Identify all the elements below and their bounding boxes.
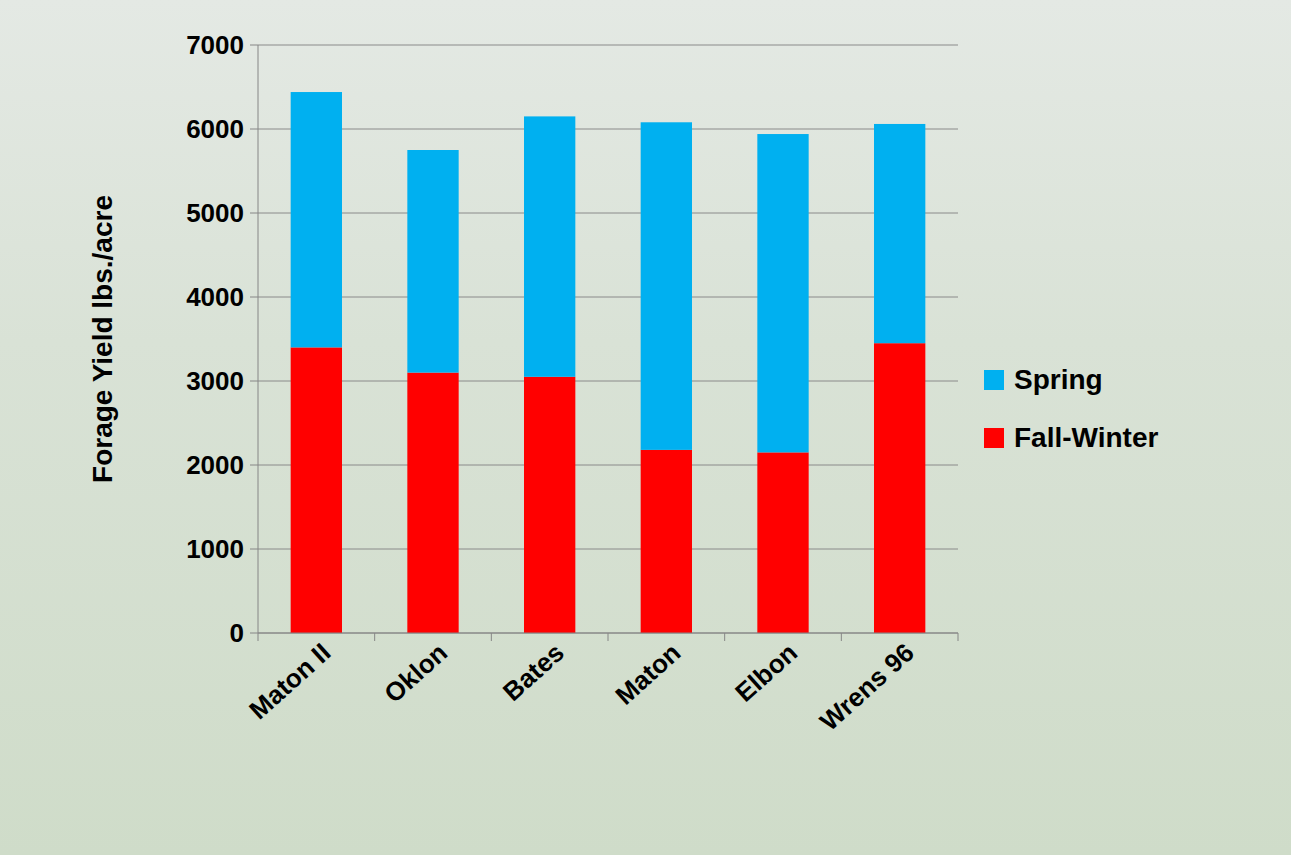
grid-line [258, 549, 958, 550]
y-axis-title: Forage Yield lbs./acre [87, 195, 118, 483]
bar-segment [757, 452, 808, 633]
x-tick-label: Wrens 96 [814, 637, 920, 736]
bars [291, 92, 926, 633]
y-tick-label: 2000 [186, 450, 244, 480]
legend-label: Fall-Winter [1014, 422, 1159, 453]
bar-segment [291, 92, 342, 347]
y-tick-label: 3000 [186, 366, 244, 396]
y-tick [250, 549, 258, 550]
bar-segment [291, 347, 342, 633]
bar-segment [407, 373, 458, 633]
x-tick [608, 633, 609, 641]
y-tick-label: 6000 [186, 114, 244, 144]
x-tick-label: Oklon [378, 637, 453, 709]
legend-swatch [984, 370, 1004, 390]
x-tick [841, 633, 842, 641]
y-axis [258, 45, 259, 633]
y-tick-label: 7000 [186, 30, 244, 60]
y-tick [250, 297, 258, 298]
y-tick-label: 1000 [186, 534, 244, 564]
x-tick [374, 633, 375, 641]
y-tick [250, 213, 258, 214]
grid-line [258, 465, 958, 466]
y-tick [250, 129, 258, 130]
grid-line [258, 213, 958, 214]
x-tick [958, 633, 959, 641]
y-tick-label: 5000 [186, 198, 244, 228]
bar-segment [641, 450, 692, 633]
y-tick [250, 45, 258, 46]
chart: 0 1000 2000 3000 4000 5000 6000 7000 Maton II Okl… [0, 0, 1291, 855]
x-tick [258, 633, 259, 641]
bar-segment [757, 134, 808, 452]
y-tick [250, 465, 258, 466]
y-tick-label: 4000 [186, 282, 244, 312]
x-tick-label: Bates [497, 637, 570, 707]
grid-line [258, 129, 958, 130]
bar-segment [874, 343, 925, 633]
bar-segment [524, 116, 575, 376]
x-tick-label: Elbon [729, 637, 803, 708]
grid-line [258, 381, 958, 382]
legend-swatch [984, 428, 1004, 448]
x-tick [491, 633, 492, 641]
grid-line [258, 45, 958, 46]
y-tick [250, 633, 258, 634]
bar-segment [874, 124, 925, 343]
x-tick [724, 633, 725, 641]
y-tick-label: 0 [230, 618, 244, 648]
bar-segment [407, 150, 458, 373]
legend-label: Spring [1014, 364, 1103, 395]
x-tick-label: Maton II [243, 637, 336, 725]
bar-segment [524, 377, 575, 633]
bar-segment [641, 122, 692, 450]
x-tick-label: Maton [609, 637, 686, 711]
grid-line [258, 297, 958, 298]
y-tick [250, 381, 258, 382]
